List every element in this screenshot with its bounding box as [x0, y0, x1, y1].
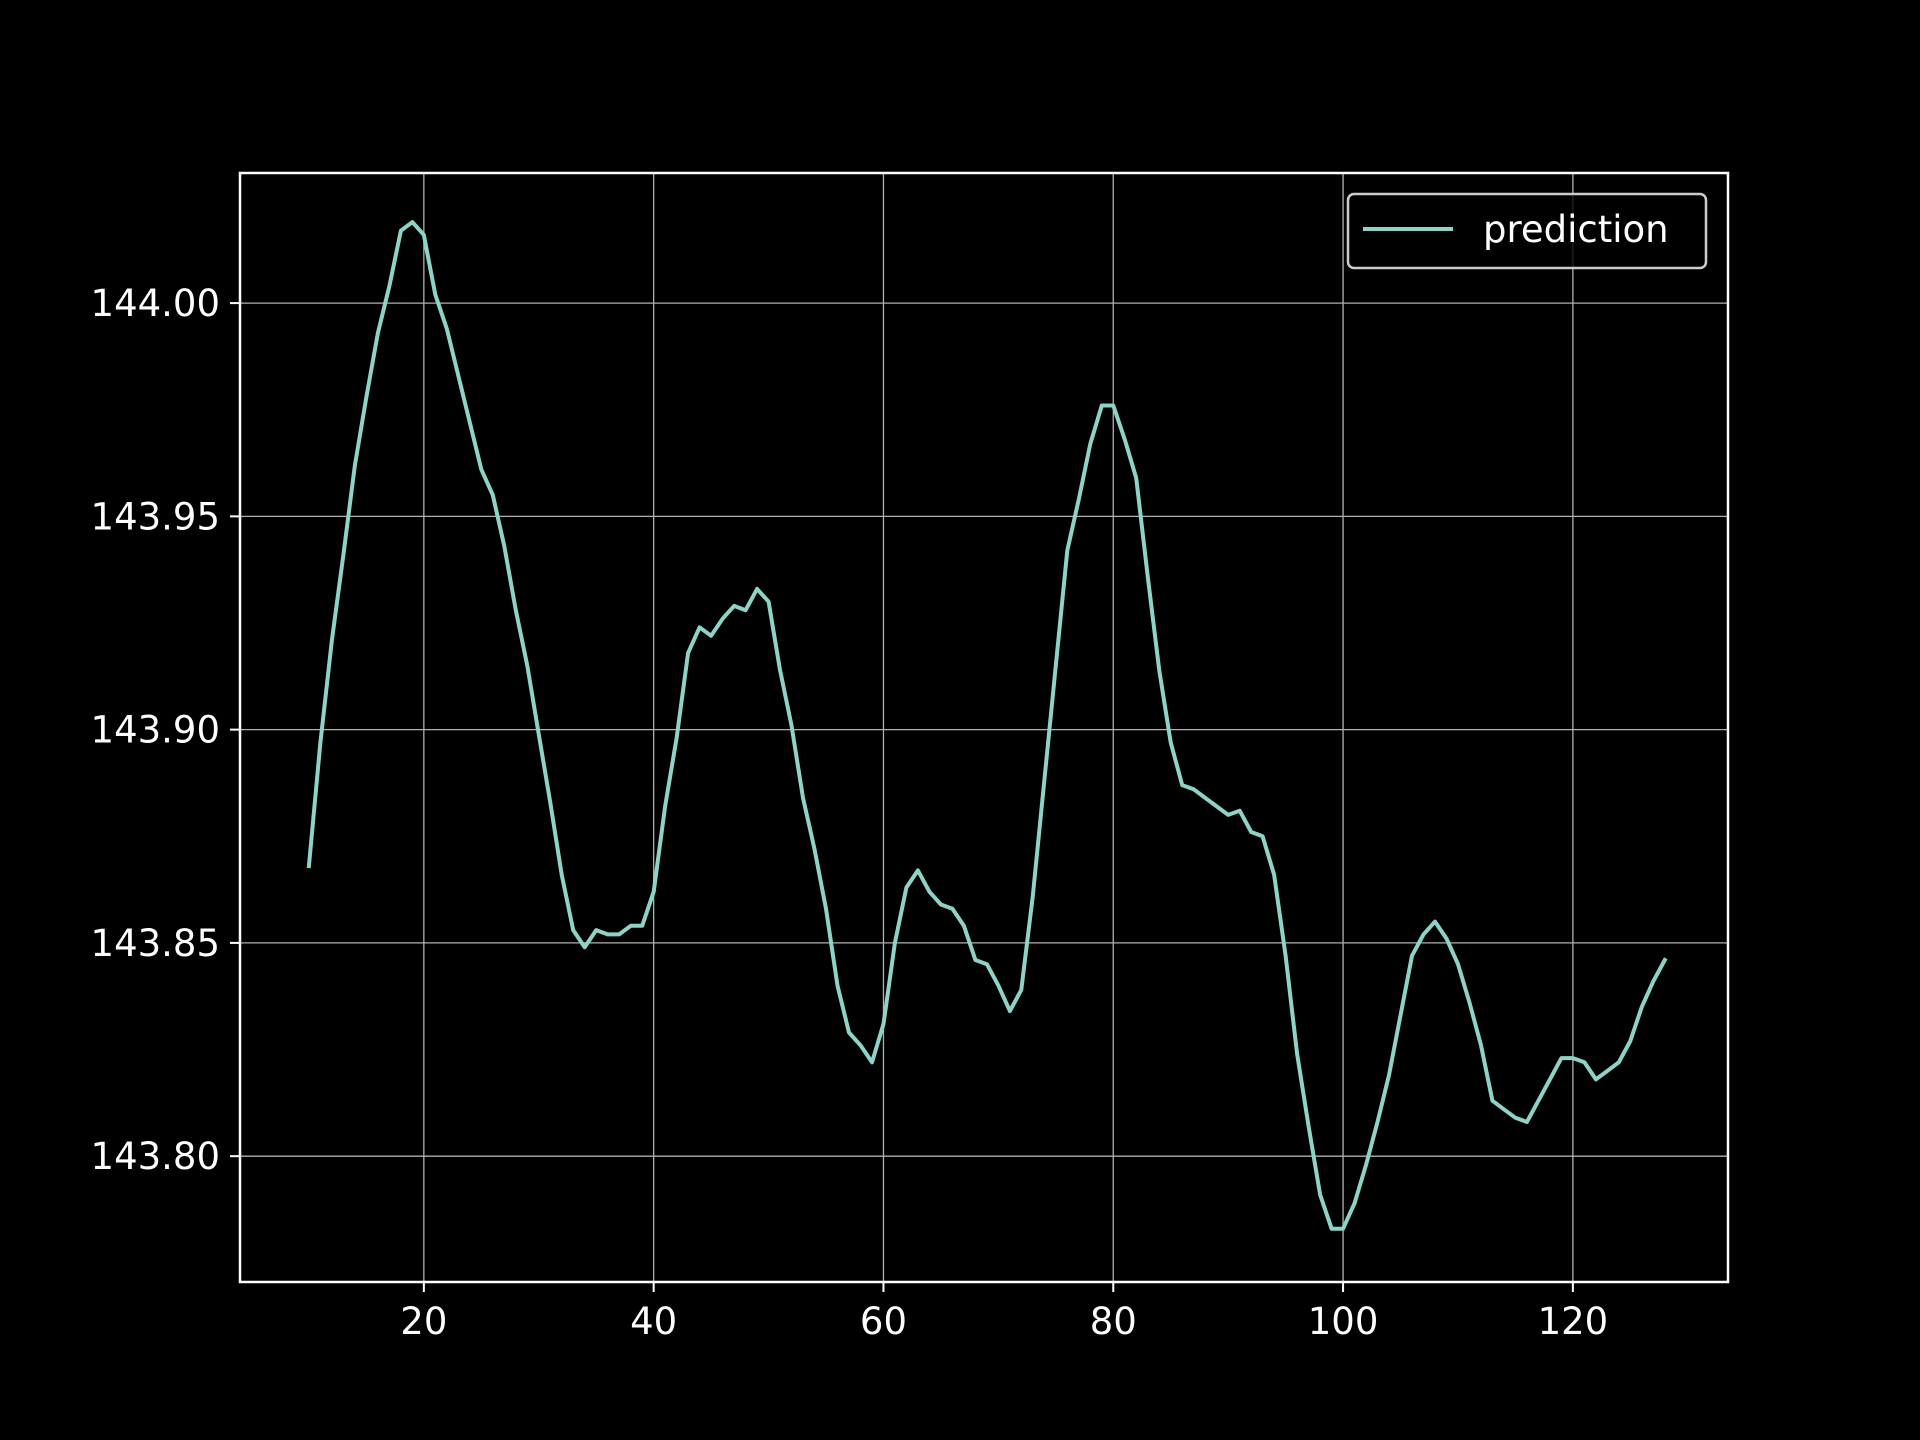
- x-tick-label: 60: [860, 1300, 907, 1343]
- series-line-prediction: [306, 220, 1668, 1231]
- series-layer: [306, 220, 1668, 1231]
- legend-label-prediction: prediction: [1483, 208, 1669, 251]
- legend-frame: [1346, 192, 1708, 270]
- y-tick-label: 143.80: [91, 1135, 220, 1178]
- axis-ticks: 20 40 60 80 100 120 143.80 143.85 143.90 143.95 14…: [91, 282, 1609, 1343]
- x-tick-label: 80: [1090, 1300, 1137, 1343]
- x-tick-label: 20: [400, 1300, 447, 1343]
- y-tick-label: 143.85: [91, 922, 220, 965]
- y-tick-label: 144.00: [91, 282, 220, 325]
- x-tick-label: 120: [1538, 1300, 1609, 1343]
- x-tick-label: 40: [630, 1300, 677, 1343]
- axes-frame: [238, 171, 1730, 1284]
- legend: prediction: [1346, 192, 1708, 270]
- y-tick-label: 143.95: [91, 495, 220, 538]
- grid-lines: [240, 173, 1728, 1282]
- y-tick-label: 143.90: [91, 709, 220, 752]
- x-tick-label: 100: [1308, 1300, 1379, 1343]
